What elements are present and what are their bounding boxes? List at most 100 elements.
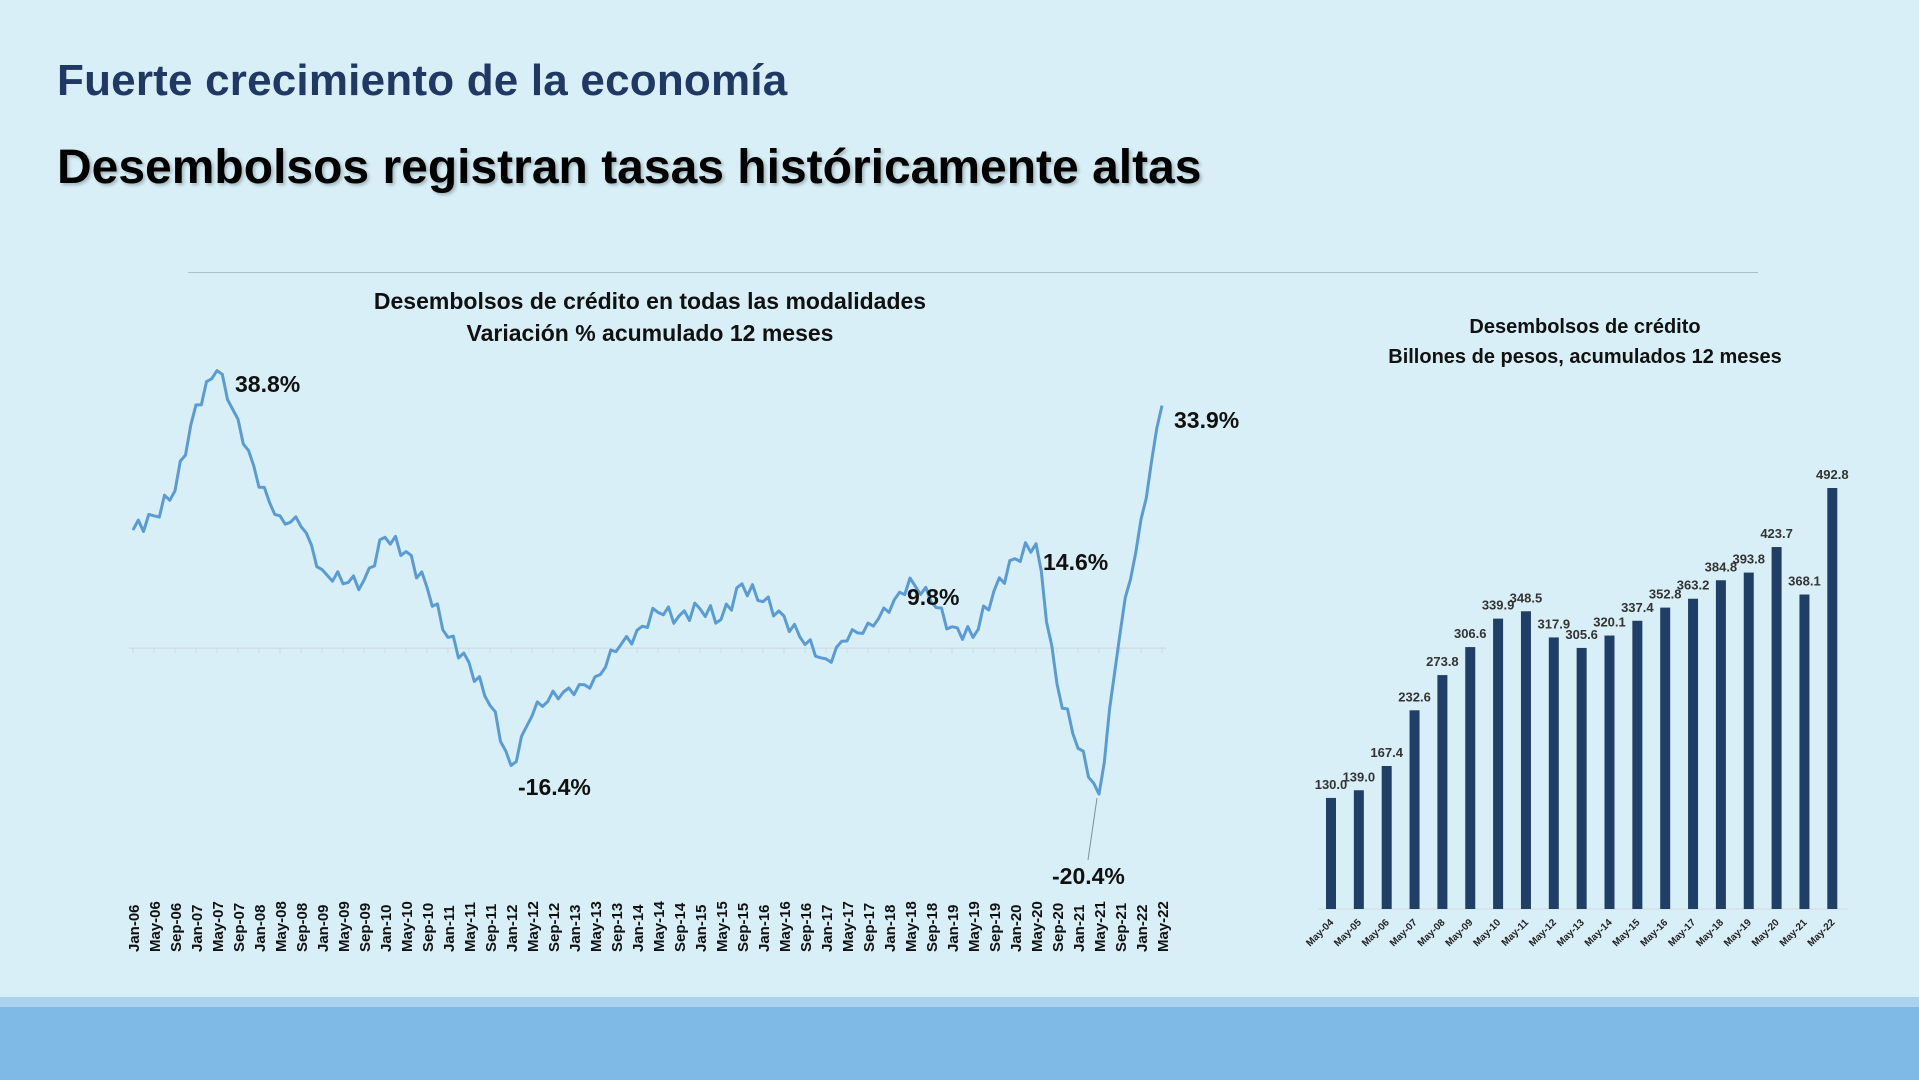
bar-value-label: 317.9: [1538, 616, 1571, 631]
x-tick-label: Jan-08: [252, 904, 269, 952]
bar-value-label: 306.6: [1454, 626, 1487, 641]
bar: [1409, 710, 1420, 909]
x-tick-label: Sep-06: [168, 903, 185, 952]
bar: [1743, 572, 1754, 909]
x-tick-label: May-17: [840, 901, 857, 952]
footer-bar: [0, 1007, 1919, 1080]
slide-title: Fuerte crecimiento de la economía: [57, 56, 788, 105]
bar-category-label: May-07: [1388, 917, 1420, 949]
x-tick-label: Jan-21: [1071, 904, 1088, 952]
bar: [1493, 618, 1504, 909]
bar: [1353, 790, 1364, 909]
x-tick-label: Sep-13: [609, 903, 626, 952]
data-label: 33.9%: [1174, 407, 1239, 433]
x-tick-label: May-09: [336, 901, 353, 952]
x-tick-label: May-11: [462, 902, 479, 952]
bar: [1548, 637, 1559, 909]
data-label: -20.4%: [1052, 863, 1125, 889]
x-tick-label: Sep-12: [546, 903, 563, 952]
bar-category-label: May-10: [1471, 917, 1503, 949]
x-tick-label: May-21: [1092, 901, 1109, 952]
x-tick-label: May-16: [777, 901, 794, 952]
bar: [1326, 797, 1336, 909]
bar-category-label: May-11: [1500, 917, 1532, 949]
bar-category-label: May-08: [1416, 917, 1448, 949]
line-chart-subtitle: Variación % acumulado 12 meses: [466, 320, 834, 346]
bar-category-label: May-21: [1778, 917, 1810, 949]
bar-category-label: May-06: [1360, 917, 1392, 949]
bar-category-label: May-18: [1694, 917, 1726, 949]
bar-value-label: 393.8: [1732, 552, 1765, 567]
bar-category-label: May-13: [1555, 917, 1587, 949]
bar-value-label: 232.6: [1398, 689, 1431, 704]
bar-value-label: 337.4: [1621, 600, 1654, 615]
data-label: 14.6%: [1043, 549, 1108, 575]
bar: [1715, 580, 1726, 909]
divider: [188, 272, 1758, 273]
x-tick-label: May-14: [651, 900, 668, 952]
footer-strip-light: [0, 997, 1919, 1007]
bar-value-label: 130.0: [1315, 777, 1348, 792]
bar: [1520, 611, 1531, 909]
bar: [1437, 675, 1448, 909]
x-tick-label: Sep-15: [735, 903, 752, 952]
x-tick-label: Jan-16: [756, 904, 773, 952]
bar-chart-subtitle: Billones de pesos, acumulados 12 meses: [1388, 346, 1782, 368]
bar-category-label: May-17: [1666, 917, 1698, 949]
leader-line: [1087, 798, 1098, 861]
x-tick-label: Jan-12: [504, 904, 521, 952]
x-tick-label: Jan-07: [189, 904, 206, 952]
bar-category-label: May-09: [1444, 917, 1476, 949]
x-tick-label: Jan-11: [441, 905, 458, 952]
data-label: -16.4%: [518, 774, 591, 800]
series-line: [131, 369, 1164, 796]
bar-value-label: 492.8: [1816, 467, 1849, 482]
bar: [1632, 620, 1643, 909]
x-tick-label: Sep-10: [420, 903, 437, 952]
bar-value-label: 320.1: [1593, 615, 1626, 630]
x-tick-label: Sep-11: [483, 904, 500, 952]
bar-category-label: May-22: [1806, 917, 1838, 949]
x-tick-label: Jan-14: [630, 904, 647, 952]
x-tick-label: May-12: [525, 901, 542, 952]
x-tick-label: Sep-14: [672, 902, 689, 952]
x-tick-label: Jan-22: [1134, 904, 1151, 952]
bar: [1381, 765, 1392, 909]
bar-category-label: May-04: [1304, 917, 1336, 949]
x-tick-label: Jan-18: [882, 904, 899, 952]
bar-category-label: May-12: [1527, 917, 1559, 949]
bar: [1465, 647, 1476, 909]
bar-category-label: May-16: [1639, 917, 1671, 949]
bar-value-label: 305.6: [1565, 627, 1598, 642]
bar: [1660, 607, 1671, 909]
x-tick-label: May-15: [714, 901, 731, 952]
bar-category-label: May-19: [1722, 917, 1754, 949]
x-tick-label: May-13: [588, 901, 605, 952]
bar: [1827, 488, 1838, 909]
bar-value-label: 423.7: [1760, 526, 1793, 541]
x-tick-label: Sep-20: [1050, 903, 1067, 952]
bar-value-label: 139.0: [1343, 769, 1376, 784]
data-label: 38.8%: [235, 371, 300, 397]
x-tick-label: Jan-15: [693, 904, 710, 952]
x-tick-label: Sep-07: [231, 903, 248, 952]
bar-category-label: May-15: [1611, 917, 1643, 949]
x-tick-label: May-18: [903, 901, 920, 952]
x-tick-label: Jan-06: [126, 904, 143, 952]
bar-value-label: 384.8: [1705, 559, 1738, 574]
x-tick-label: Jan-09: [315, 904, 332, 952]
x-tick-label: Sep-19: [987, 903, 1004, 952]
bar-value-label: 167.4: [1370, 745, 1403, 760]
bar-value-label: 352.8: [1649, 587, 1682, 602]
x-tick-label: Sep-08: [294, 903, 311, 952]
bar: [1771, 547, 1782, 909]
bar-value-label: 368.1: [1788, 574, 1821, 589]
x-tick-label: Sep-17: [861, 903, 878, 952]
slide-subtitle: Desembolsos registran tasas históricamen…: [57, 141, 1202, 194]
data-label: 9.8%: [907, 584, 959, 610]
bar-value-label: 363.2: [1677, 578, 1710, 593]
bar: [1799, 594, 1810, 909]
bar-category-label: May-05: [1332, 917, 1364, 949]
x-tick-label: May-06: [147, 901, 164, 952]
x-tick-label: Jan-10: [378, 904, 395, 952]
